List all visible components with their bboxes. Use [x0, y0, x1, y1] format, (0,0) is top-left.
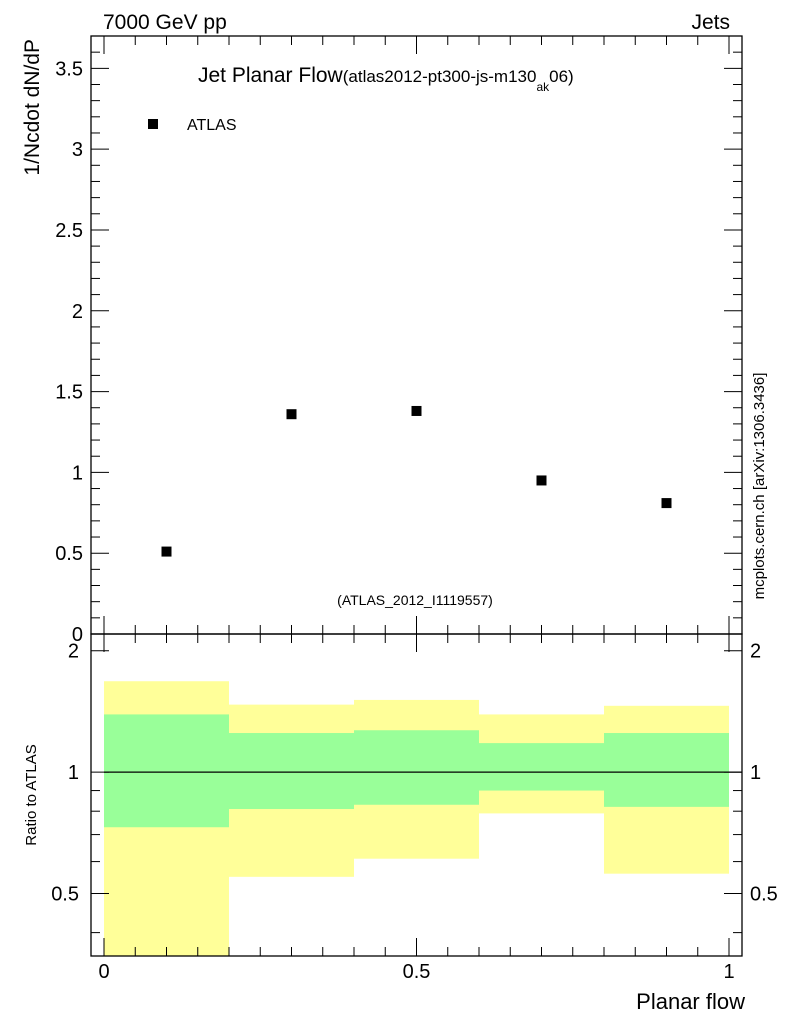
ratio-y-tick-label-left: 2 [68, 641, 79, 663]
ratio-plot-frame [90, 633, 743, 957]
x-tick-label: 0.5 [403, 961, 431, 983]
ratio-x-ticks: 0 0.5 1 [98, 634, 735, 983]
ratio-inner-band [604, 733, 729, 807]
atlas-data-point [536, 475, 547, 486]
x-axis-label: Planar flow [636, 989, 745, 1014]
ratio-panel: 0.5 0.51 12 2 0 0.5 1 Ratio to ATLAS Planar f… [23, 633, 778, 1014]
analysis-label: (ATLAS_2012_I1119557) [337, 592, 493, 608]
chart-title: Jet Planar Flow(atlas2012-pt300-js-m130a… [198, 64, 574, 94]
ratio-y-tick-label-right: 0.5 [750, 884, 778, 906]
chart-title-paren-open: (atlas2012-pt300-js-m130 [343, 67, 537, 86]
atlas-data-point [411, 405, 422, 416]
ratio-y-tick-label-left: 0.5 [51, 884, 79, 906]
main-y-tick-label: 1 [72, 462, 83, 484]
atlas-data-point [661, 498, 672, 509]
mcplots-reference: mcplots.cern.ch [arXiv:1306.3436] [751, 373, 768, 600]
chart-title-paren-close: 06) [549, 67, 574, 86]
process-label: Jets [691, 11, 730, 34]
chart-title-main: Jet Planar Flow [198, 64, 344, 87]
ratio-inner-band [354, 730, 479, 805]
ratio-y-tick-label-right: 1 [750, 762, 761, 784]
main-y-tick-label: 0.5 [55, 543, 83, 565]
main-y-tick-label: 3.5 [55, 58, 83, 80]
chart-title-subscript: ak [536, 80, 550, 94]
main-y-tick-label: 2.5 [55, 220, 83, 242]
atlas-data-point [286, 409, 297, 420]
ratio-inner-band [229, 733, 354, 810]
ratio-y-tick-label-right: 2 [750, 641, 761, 663]
ratio-inner-band [104, 714, 229, 828]
ratio-y-tick-label-left: 1 [68, 762, 79, 784]
main-y-tick-label: 2 [72, 301, 83, 323]
main-y-tick-label: 1.5 [55, 382, 83, 404]
legend-label-atlas: ATLAS [187, 117, 237, 134]
energy-label: 7000 GeV pp [103, 11, 227, 34]
main-y-tick-label: 3 [72, 139, 83, 161]
main-y-tick-label: 0 [72, 624, 83, 646]
main-panel: 0 0.5 1 1.5 2 2.5 3 3.5 Jet Planar Flow(atlas20… [21, 35, 743, 646]
main-y-ticks: 0 0.5 1 1.5 2 2.5 3 3.5 [55, 35, 742, 646]
main-y-axis-label: 1/Ncdot dN/dP [21, 39, 44, 176]
ratio-bands [104, 681, 729, 956]
ratio-y-ticks: 0.5 0.5 1 1 2 2 [51, 641, 778, 934]
ratio-inner-band [479, 743, 604, 791]
ratio-y-axis-label: Ratio to ATLAS [23, 744, 40, 845]
main-data-points [161, 405, 672, 557]
x-tick-label: 0 [98, 961, 109, 983]
legend-marker-atlas [148, 119, 158, 129]
atlas-data-point [161, 546, 172, 557]
x-tick-label: 1 [723, 961, 734, 983]
